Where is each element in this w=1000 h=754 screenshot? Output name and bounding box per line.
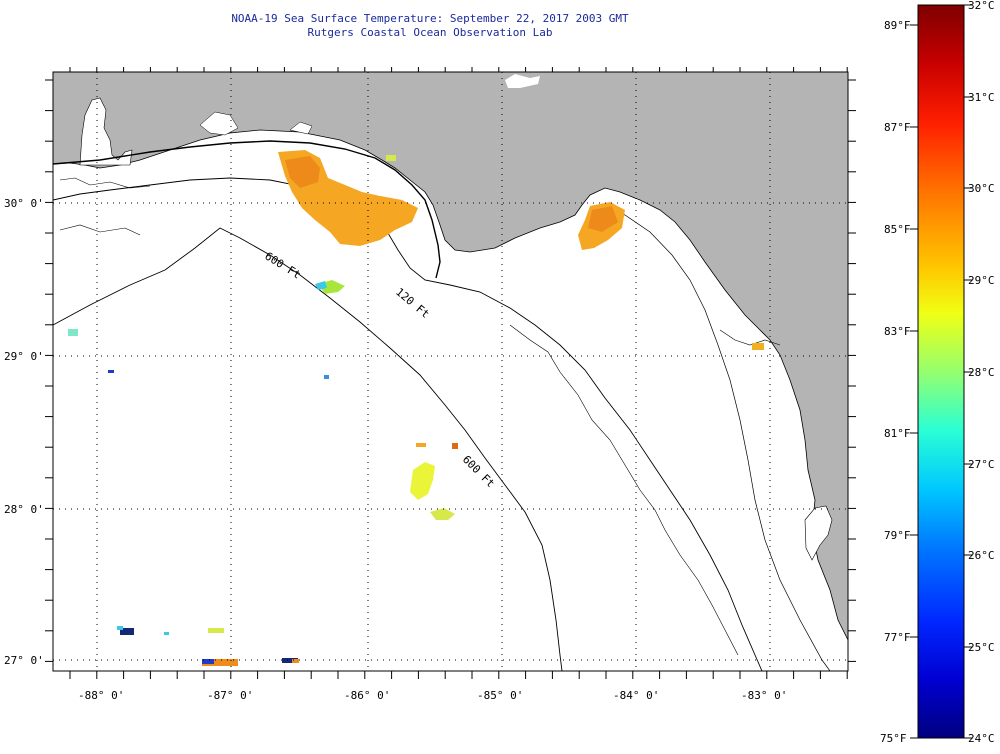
sst-patch-warm-core	[588, 206, 618, 232]
sst-patch-yellow	[430, 508, 455, 520]
sst-patch-small	[282, 658, 298, 663]
land-white-patch	[289, 121, 313, 135]
lon-label: -85° 0'	[477, 689, 523, 702]
lon-label: -83° 0'	[741, 689, 787, 702]
sst-patch-small	[164, 632, 169, 635]
lat-label: 29° 0'	[4, 350, 44, 363]
coast-detail	[59, 177, 781, 346]
shelf-edge	[509, 324, 739, 656]
lon-label: -86° 0'	[344, 689, 390, 702]
sst-patch-small	[202, 659, 214, 664]
sst-patch-small	[208, 628, 224, 633]
sst-patch-warm-core	[285, 156, 320, 188]
sst-patch-small	[117, 626, 123, 630]
sst-patch-small	[68, 329, 78, 336]
sst-patch-small	[120, 628, 134, 635]
colorbar-f-label: 77°F	[884, 631, 911, 644]
graticule	[53, 72, 848, 671]
sst-patch-small	[108, 370, 114, 373]
sst-patch-small	[752, 343, 764, 350]
colorbar-c-label: 26°C	[968, 549, 995, 562]
colorbar-f-label: 79°F	[884, 529, 911, 542]
sst-patch-small	[416, 443, 426, 447]
contour-120ft	[53, 177, 763, 671]
sst-patch-cyan	[315, 281, 327, 290]
lat-label: 30° 0'	[4, 197, 44, 210]
sst-patch-small	[292, 659, 299, 663]
land-white-patch	[199, 111, 239, 136]
colorbar-c-label: 30°C	[968, 182, 995, 195]
tampa-bay	[804, 505, 833, 561]
colorbar-c-label: 28°C	[968, 366, 995, 379]
lon-label: -87° 0'	[207, 689, 253, 702]
contour-shelf-east	[599, 204, 831, 671]
sst-data-layer	[68, 150, 764, 666]
sst-patch-small	[452, 443, 458, 449]
colorbar-f-label: 85°F	[884, 223, 911, 236]
colorbar-ticks	[910, 4, 972, 739]
lat-label: 27° 0'	[4, 654, 44, 667]
contour-600ft	[53, 227, 563, 671]
colorbar-c-label: 27°C	[968, 458, 995, 471]
lon-label: -88° 0'	[78, 689, 124, 702]
sst-patch-small	[202, 659, 238, 666]
colorbar-c-label: 31°C	[968, 91, 995, 104]
coastline	[53, 140, 441, 279]
colorbar-c-label: 32°C	[968, 0, 995, 12]
sst-patch-small	[386, 155, 396, 161]
sst-patch-small	[324, 375, 329, 379]
colorbar-c-label: 25°C	[968, 641, 995, 654]
colorbar-f-label: 89°F	[884, 19, 911, 32]
mobile-bay	[79, 97, 133, 166]
sst-patch-yellow	[410, 462, 435, 500]
lat-label: 28° 0'	[4, 503, 44, 516]
map-frame	[52, 71, 849, 672]
map-subtitle: Rutgers Coastal Ocean Observation Lab	[307, 26, 553, 39]
colorbar-f-label: 81°F	[884, 427, 911, 440]
map-title: NOAA-19 Sea Surface Temperature: Septemb…	[231, 12, 629, 25]
lon-label: -84° 0'	[613, 689, 659, 702]
colorbar-f-label: 87°F	[884, 121, 911, 134]
colorbar	[917, 4, 965, 739]
colorbar-f-label: 75°F	[880, 732, 907, 745]
axis-ticks	[45, 67, 856, 679]
colorbar-c-label: 24°C	[968, 732, 995, 745]
colorbar-c-label: 29°C	[968, 274, 995, 287]
colorbar-f-label: 83°F	[884, 325, 911, 338]
land-white-patch	[505, 74, 540, 88]
